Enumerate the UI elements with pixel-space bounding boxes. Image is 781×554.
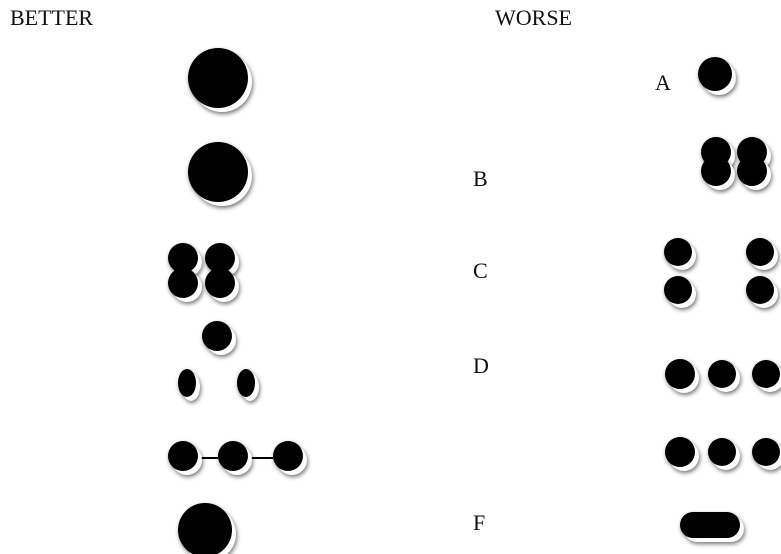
dot — [752, 360, 780, 388]
dot — [218, 441, 248, 471]
dot — [178, 503, 232, 554]
dot — [737, 156, 767, 186]
dot — [178, 369, 196, 397]
row-label: A — [655, 70, 671, 95]
better-heading: BETTER — [10, 5, 93, 30]
dot — [205, 268, 235, 298]
dot — [205, 243, 235, 273]
dot — [708, 360, 736, 388]
dot — [664, 238, 692, 266]
dot — [698, 57, 732, 91]
dot — [701, 156, 731, 186]
dot — [665, 437, 695, 467]
dot — [237, 369, 255, 397]
row-label: D — [473, 353, 489, 378]
dot — [168, 268, 198, 298]
dot — [752, 438, 780, 466]
dot — [188, 48, 248, 108]
pill — [680, 512, 740, 538]
dot — [746, 238, 774, 266]
row-label: F — [473, 510, 485, 535]
dot — [664, 276, 692, 304]
better-shapes — [168, 48, 303, 554]
dot — [665, 359, 695, 389]
dot — [746, 276, 774, 304]
dot — [708, 438, 736, 466]
dot — [188, 142, 248, 202]
dot — [168, 243, 198, 273]
dot — [168, 441, 198, 471]
row-label: C — [473, 258, 488, 283]
row-label: B — [473, 166, 488, 191]
worse-heading: WORSE — [495, 5, 572, 30]
worse-shapes — [664, 57, 780, 538]
dot — [202, 321, 232, 351]
dot — [273, 441, 303, 471]
